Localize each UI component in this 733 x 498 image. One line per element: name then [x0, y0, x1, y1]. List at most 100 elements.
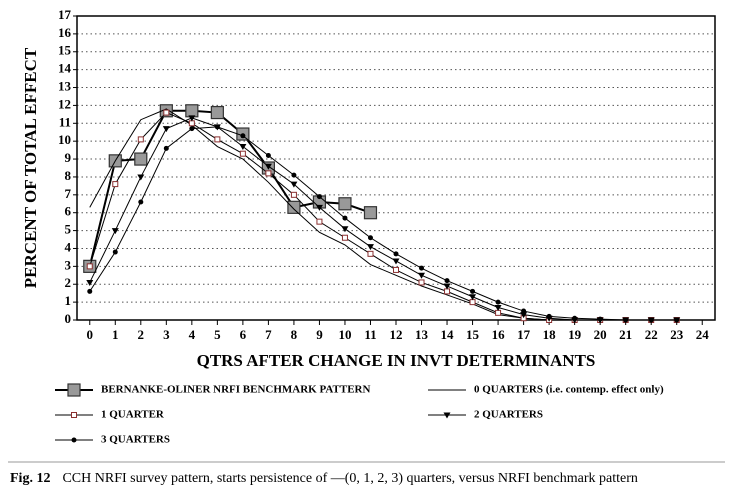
point — [367, 235, 373, 241]
point — [648, 317, 654, 323]
legend-label: 2 QUARTERS — [474, 409, 543, 421]
point — [265, 152, 271, 158]
x-tick-label: 20 — [594, 327, 607, 342]
point — [521, 308, 527, 314]
point — [418, 272, 426, 279]
legend-marker — [71, 412, 77, 418]
x-tick-label: 13 — [415, 327, 429, 342]
x-tick-label: 6 — [240, 327, 247, 342]
point — [265, 170, 272, 177]
y-tick-label: 16 — [58, 25, 72, 40]
point — [470, 288, 476, 294]
legend-label: 0 QUARTERS (i.e. contemp. effect only) — [474, 384, 664, 396]
point — [393, 251, 399, 257]
point — [290, 181, 298, 188]
point — [287, 200, 301, 214]
point — [367, 250, 374, 257]
y-tick-label: 15 — [58, 43, 72, 58]
point — [597, 316, 603, 322]
x-tick-label: 11 — [364, 327, 376, 342]
point — [316, 218, 323, 225]
point — [494, 304, 502, 311]
y-tick-label: 1 — [65, 293, 72, 308]
point — [623, 317, 629, 323]
point — [572, 315, 578, 321]
y-tick-label: 6 — [65, 204, 72, 219]
x-tick-label: 22 — [645, 327, 658, 342]
x-tick-label: 19 — [568, 327, 582, 342]
x-tick-label: 16 — [492, 327, 506, 342]
series-line — [89, 126, 677, 321]
point — [342, 215, 348, 221]
x-tick-label: 4 — [189, 327, 196, 342]
x-tick-label: 21 — [619, 327, 632, 342]
caption-text: CCH NRFI survey pattern, starts persiste… — [62, 471, 637, 486]
x-tick-label: 23 — [670, 327, 684, 342]
point — [163, 109, 170, 116]
point — [495, 309, 502, 316]
point — [444, 278, 450, 284]
point — [111, 228, 119, 235]
caption: Fig. 12 CCH NRFI survey pattern, starts p… — [10, 471, 638, 486]
x-tick-label: 10 — [338, 327, 351, 342]
y-tick-label: 9 — [65, 150, 72, 165]
figure-label: Fig. 12 — [10, 471, 50, 486]
y-tick-label: 3 — [65, 257, 72, 272]
point — [112, 249, 118, 255]
y-tick-label: 12 — [58, 96, 71, 111]
x-tick-label: 12 — [390, 327, 403, 342]
point — [291, 172, 297, 178]
point — [163, 145, 169, 151]
point — [137, 136, 144, 143]
y-tick-label: 14 — [58, 61, 72, 76]
series-line — [89, 111, 677, 321]
point — [134, 152, 148, 166]
point — [185, 104, 199, 118]
point — [418, 279, 425, 286]
x-tick-label: 24 — [696, 327, 710, 342]
y-axis-label: PERCENT OF TOTAL EFFECT — [21, 47, 40, 288]
point — [188, 115, 196, 122]
point — [520, 312, 528, 319]
point — [189, 126, 195, 132]
point — [469, 294, 477, 301]
point — [393, 266, 399, 273]
legend-marker — [67, 383, 81, 397]
x-tick-label: 8 — [291, 327, 298, 342]
y-tick-label: 8 — [65, 168, 72, 183]
y-tick-label: 13 — [58, 79, 72, 94]
point — [138, 199, 144, 205]
point — [495, 299, 501, 305]
point — [264, 163, 272, 170]
x-tick-label: 0 — [87, 327, 94, 342]
point — [443, 283, 451, 290]
point — [137, 174, 145, 181]
series-line — [89, 108, 677, 321]
point — [341, 226, 349, 233]
point — [239, 144, 247, 151]
y-tick-label: 11 — [59, 114, 71, 129]
point — [87, 288, 93, 294]
point — [240, 133, 246, 139]
x-tick-label: 7 — [265, 327, 272, 342]
legend-marker — [71, 437, 77, 443]
legend-marker — [443, 412, 451, 419]
point — [86, 263, 93, 270]
y-tick-label: 5 — [65, 222, 72, 237]
x-tick-label: 14 — [441, 327, 455, 342]
plot-frame — [76, 15, 716, 321]
point — [112, 181, 119, 188]
y-tick-label: 4 — [65, 239, 72, 254]
x-axis-label: QTRS AFTER CHANGE IN INVT DETERMINANTS — [197, 351, 596, 370]
x-tick-label: 2 — [138, 327, 145, 342]
point — [210, 105, 224, 120]
point — [419, 265, 425, 271]
point — [315, 204, 323, 211]
y-tick-label: 0 — [65, 311, 72, 326]
point — [366, 244, 374, 251]
point — [341, 234, 348, 241]
point — [444, 288, 451, 295]
point — [469, 299, 476, 306]
point — [290, 191, 297, 198]
